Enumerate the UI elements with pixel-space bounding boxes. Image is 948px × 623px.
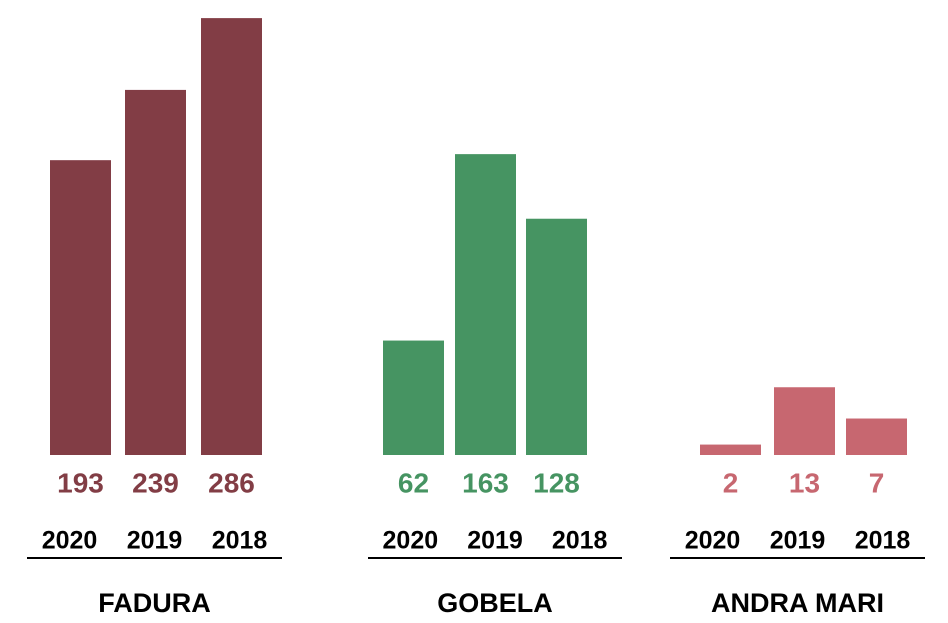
bar xyxy=(125,89,186,456)
bar xyxy=(201,18,262,455)
value-label: 13 xyxy=(789,467,820,498)
bar xyxy=(526,218,587,455)
value-label: 2 xyxy=(723,467,739,498)
x-tick-label: 2020 xyxy=(42,527,98,555)
x-tick-label: 2018 xyxy=(552,527,608,555)
x-tick-label: 2018 xyxy=(855,527,911,555)
x-tick-label: 2018 xyxy=(212,527,268,555)
group-title: ANDRA MARI xyxy=(711,588,884,618)
x-tick-label: 2019 xyxy=(127,527,183,555)
x-tick-label: 2019 xyxy=(467,527,523,555)
bar xyxy=(455,154,516,456)
value-label: 193 xyxy=(57,467,104,498)
x-tick-label: 2020 xyxy=(685,527,741,555)
group-title: FADURA xyxy=(98,588,211,618)
bar xyxy=(50,160,111,456)
bar xyxy=(700,444,761,455)
value-label: 62 xyxy=(398,467,429,498)
x-tick-label: 2019 xyxy=(770,527,826,555)
bar xyxy=(774,387,835,455)
value-label: 239 xyxy=(132,467,179,498)
value-label: 7 xyxy=(869,467,885,498)
bar xyxy=(383,340,444,455)
value-label: 286 xyxy=(208,467,255,498)
bar xyxy=(846,418,907,455)
value-label: 163 xyxy=(462,467,509,498)
group-title: GOBELA xyxy=(437,588,553,618)
value-label: 128 xyxy=(533,467,580,498)
x-tick-label: 2020 xyxy=(383,527,439,555)
